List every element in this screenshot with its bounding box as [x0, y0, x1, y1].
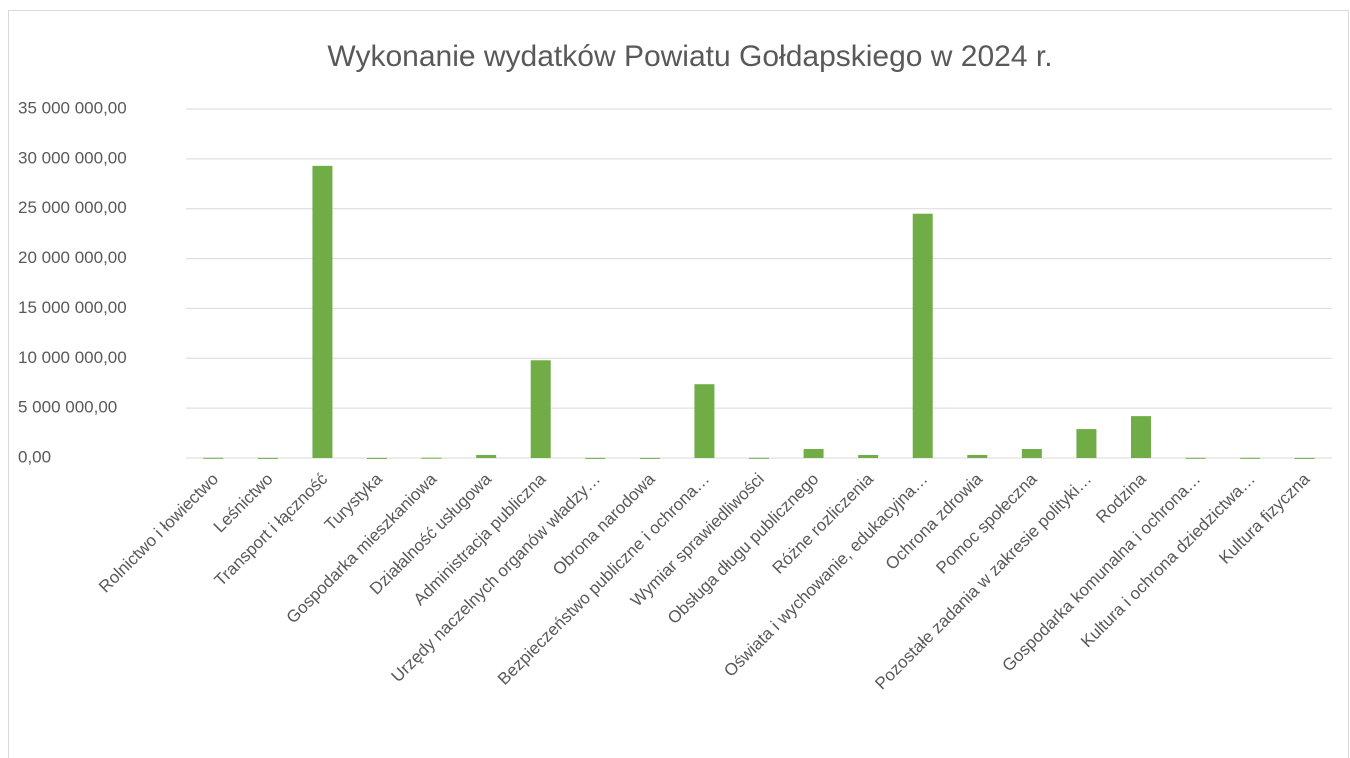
- y-tick-label: 30 000 000,00: [18, 148, 127, 167]
- y-tick-label: 5 000 000,00: [18, 398, 117, 417]
- y-tick-label: 25 000 000,00: [18, 198, 127, 217]
- bar: [967, 455, 988, 458]
- bar: [639, 457, 660, 459]
- bar: [803, 449, 824, 458]
- bar: [749, 457, 769, 459]
- bar: [1076, 429, 1097, 458]
- bar: [1294, 457, 1315, 459]
- y-tick-label: 10 000 000,00: [18, 348, 127, 367]
- y-tick-label: 35 000 000,00: [18, 98, 127, 117]
- bar: [312, 165, 333, 458]
- bar: [203, 457, 224, 459]
- y-tick-label: 0,00: [18, 447, 51, 466]
- bar: [1185, 457, 1206, 459]
- bar: [257, 457, 278, 459]
- y-tick-label: 15 000 000,00: [18, 298, 127, 317]
- bar: [585, 457, 606, 459]
- bar: [858, 455, 879, 458]
- bar: [694, 384, 715, 458]
- bar: [1021, 449, 1042, 458]
- y-tick-label: 20 000 000,00: [18, 248, 127, 267]
- bar: [476, 455, 497, 458]
- bar: [912, 213, 933, 458]
- bar: [1131, 416, 1151, 458]
- bar: [530, 360, 551, 458]
- chart-title: Wykonanie wydatków Powiatu Gołdapskiego …: [327, 40, 1052, 73]
- chart-frame: [8, 10, 1349, 758]
- bar: [421, 457, 442, 459]
- bar: [367, 457, 387, 459]
- bar: [1240, 457, 1261, 459]
